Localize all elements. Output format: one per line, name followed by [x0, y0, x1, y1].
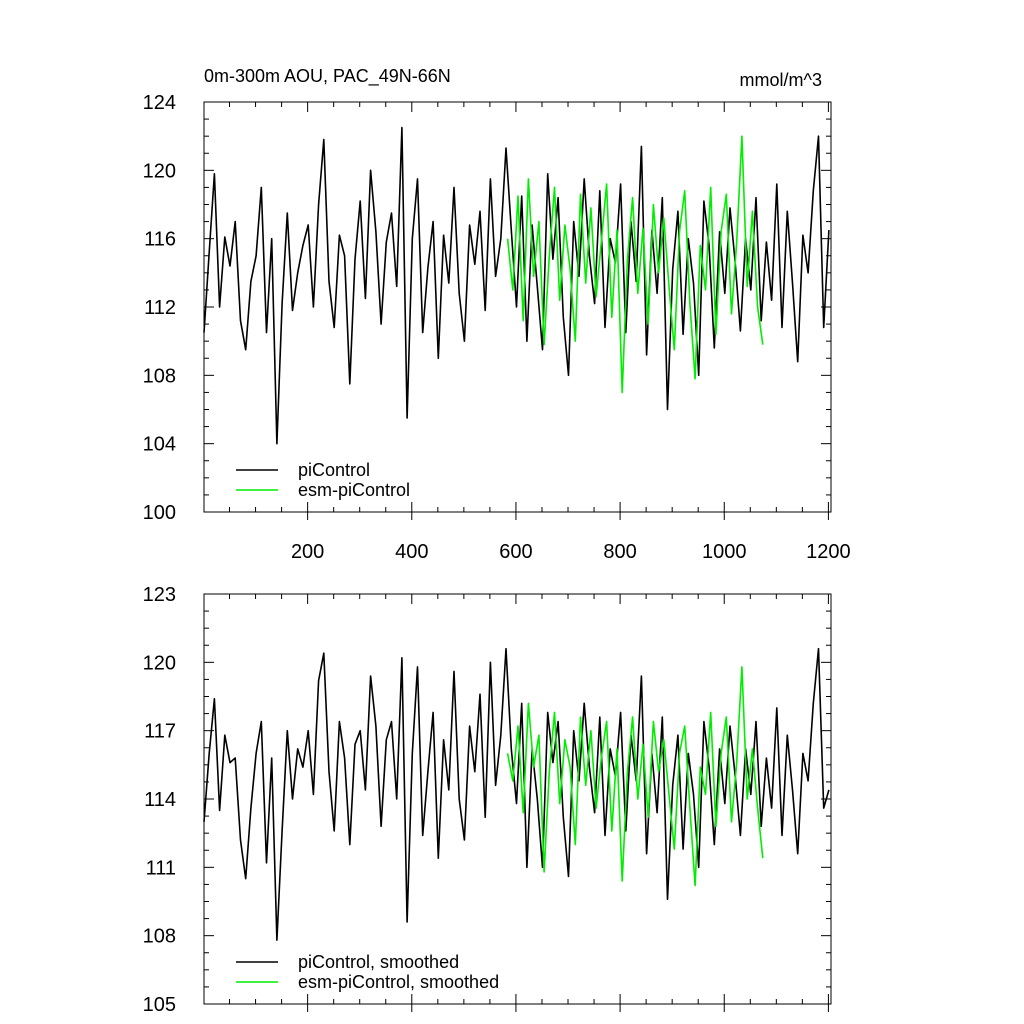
x-tick-label: 600 — [499, 541, 532, 563]
series-line-esm-picontrol — [506, 135, 764, 394]
y-tick-label: 117 — [144, 721, 176, 743]
y-tick-label: 105 — [143, 994, 176, 1016]
x-tick-label: 1000 — [702, 541, 747, 563]
y-tick-label: 111 — [146, 857, 176, 879]
series-line-picontrol — [203, 126, 830, 445]
y-tick-label: 108 — [143, 926, 176, 948]
top-plot-frame — [203, 101, 832, 513]
series-line-picontrol-smoothed — [203, 647, 830, 942]
y-tick-label: 114 — [144, 789, 176, 811]
top-chart-units: mmol/m^3 — [740, 70, 822, 90]
y-tick-label: 120 — [143, 652, 176, 674]
x-tick-label: 1200 — [806, 541, 851, 563]
top-panel: 0m-300m AOU, PAC_49N-66N mmol/m^3 100 104… — [143, 66, 851, 563]
bottom-legend: piControl, smoothed esm-piControl, smoot… — [236, 952, 499, 992]
y-tick-label: 112 — [144, 297, 176, 319]
top-chart-title: 0m-300m AOU, PAC_49N-66N — [204, 66, 451, 87]
top-y-tick-labels: 100 104 108 112 116 120 124 — [143, 92, 176, 524]
y-tick-label: 120 — [143, 160, 176, 182]
x-tick-label: 200 — [291, 541, 324, 563]
y-tick-label: 124 — [143, 92, 176, 114]
y-tick-label: 104 — [143, 434, 176, 456]
bottom-series — [203, 647, 830, 942]
series-line-esm-picontrol-smoothed — [506, 666, 764, 887]
y-tick-label: 123 — [143, 584, 176, 606]
legend-label-picontrol: piControl — [298, 460, 370, 480]
y-tick-label: 108 — [143, 365, 176, 387]
bottom-y-tick-labels: 105 108 111 114 117 120 123 — [143, 584, 176, 1016]
x-tick-label: 800 — [603, 541, 636, 563]
top-legend: piControl esm-piControl — [236, 460, 410, 500]
x-tick-label: 400 — [395, 541, 428, 563]
y-tick-label: 100 — [143, 502, 176, 524]
y-tick-label: 116 — [144, 229, 176, 251]
bottom-ticks — [204, 593, 831, 1012]
top-series — [203, 126, 830, 445]
legend-label-picontrol-smoothed: piControl, smoothed — [298, 952, 459, 972]
bottom-panel: 105 108 111 114 117 120 123 piControl, smoothe… — [143, 584, 832, 1016]
legend-label-esm-picontrol-smoothed: esm-piControl, smoothed — [298, 972, 499, 992]
top-x-tick-labels: 200 400 600 800 1000 1200 — [291, 541, 851, 563]
top-ticks — [204, 101, 831, 520]
legend-label-esm-picontrol: esm-piControl — [298, 480, 410, 500]
